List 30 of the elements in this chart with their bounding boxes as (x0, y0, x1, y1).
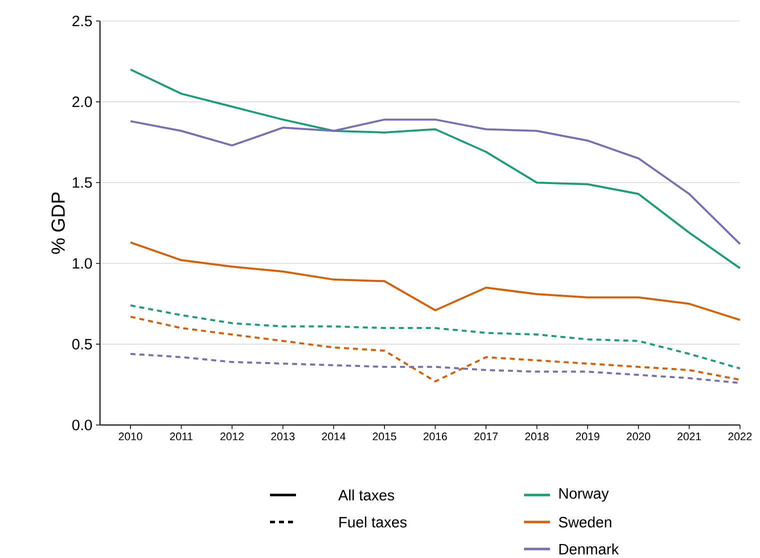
line-series (129, 241, 742, 321)
y-tick-label: 2.0 (72, 96, 92, 108)
x-tick-label: 2010 (118, 432, 142, 440)
x-tick-label: 2014 (322, 432, 346, 440)
x-tick-label: 2016 (424, 432, 447, 440)
y-tick-label: 1.0 (72, 258, 92, 269)
x-tick-label: 2020 (626, 432, 650, 440)
y-tick-label: 0.0 (72, 420, 92, 430)
text: Fuel taxes (339, 516, 407, 528)
legend-label: Norway (559, 488, 609, 502)
x-tick-label: 2017 (474, 432, 498, 440)
x-tick-label: 2022 (728, 432, 752, 440)
y-tick-label: 2.5 (72, 16, 92, 26)
y-axis-title: % GDP (51, 192, 65, 254)
line-series (129, 68, 742, 270)
line-series (129, 316, 742, 382)
x-tick-label: 2013 (271, 432, 295, 440)
x-tick-label: 2021 (678, 432, 701, 440)
x-tick-label: 2011 (170, 432, 193, 440)
text: All taxes (338, 490, 394, 500)
legend-label: Denmark (559, 544, 619, 554)
x-tick-label: 2019 (576, 432, 600, 440)
x-tick-label: 2018 (525, 432, 549, 440)
x-tick-label: 2012 (220, 432, 244, 440)
line-series (129, 118, 742, 246)
legend-label: Sweden (558, 516, 612, 528)
line-series (129, 304, 742, 370)
x-tick-label: 2015 (372, 432, 396, 440)
y-tick-label: 1.5 (72, 177, 92, 188)
y-tick-label: 0.5 (72, 338, 92, 350)
